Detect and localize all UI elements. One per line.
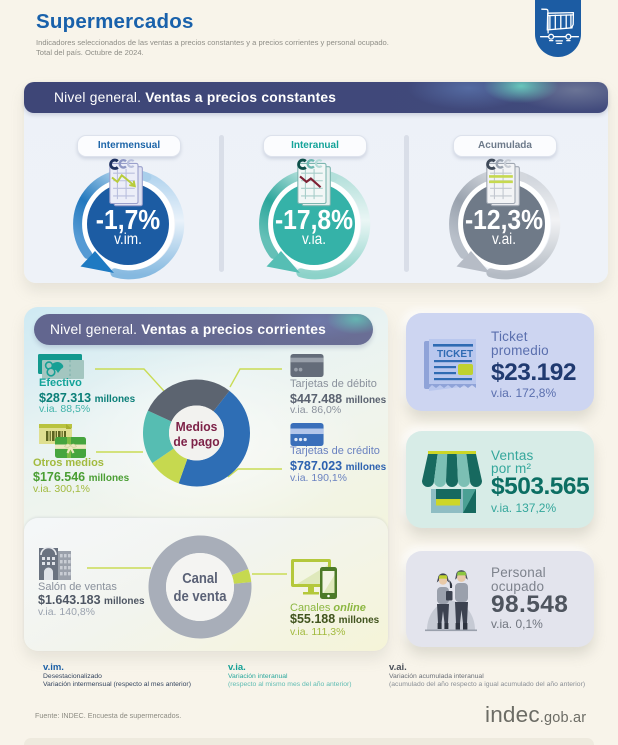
svg-text:TICKET: TICKET (437, 349, 473, 360)
